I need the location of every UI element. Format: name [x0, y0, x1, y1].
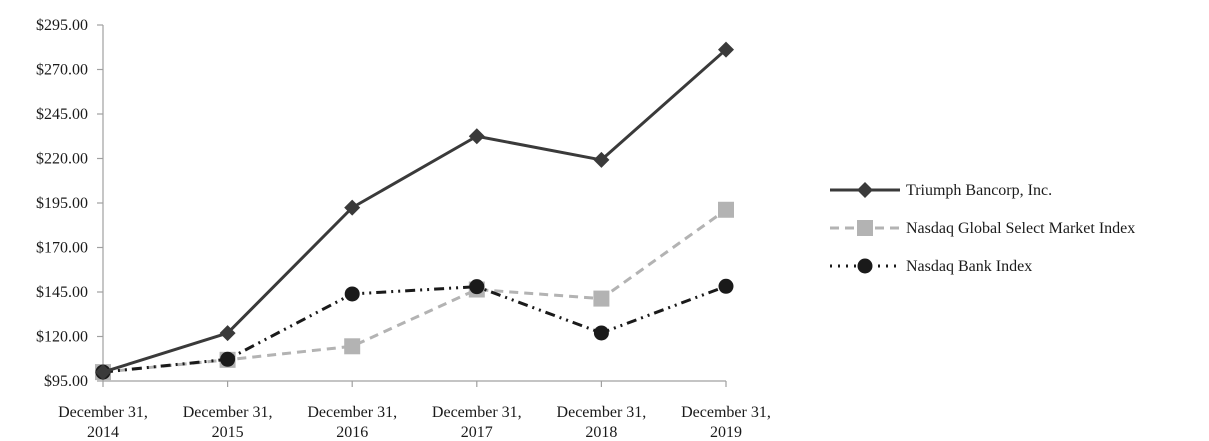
legend: Triumph Bancorp, Inc. Nasdaq Global Selec…: [830, 182, 1135, 275]
x-tick-label-line1: December 31,: [432, 404, 522, 421]
series-lines: [95, 41, 734, 381]
y-tick-label: $145.00: [36, 284, 88, 301]
y-tick-label: $220.00: [36, 151, 88, 168]
legend-marker: [857, 182, 873, 198]
data-point: [95, 364, 111, 381]
x-tick-label-line2: 2015: [212, 424, 244, 441]
y-tick-label: $120.00: [36, 329, 88, 346]
series-circle-group: [95, 278, 734, 380]
x-tick-label-line1: December 31,: [681, 404, 771, 421]
x-tick-label-line1: December 31,: [557, 404, 647, 421]
y-tick-label: $270.00: [36, 62, 88, 79]
legend-label: Nasdaq Global Select Market Index: [906, 220, 1135, 237]
y-tick-label: $245.00: [36, 106, 88, 123]
axes: $95.00 $120.00 $145.00 $170.00 $195.00 $220.0…: [36, 17, 771, 441]
series-line: [102, 48, 727, 374]
x-tick-label-line1: December 31,: [307, 404, 397, 421]
data-point: [468, 128, 485, 145]
x-tick-label-line1: December 31,: [58, 404, 148, 421]
data-point: [718, 201, 734, 218]
series-diamond-group: [95, 41, 734, 381]
y-tick-label: $295.00: [36, 17, 88, 34]
data-point: [219, 325, 236, 342]
series-line: [102, 208, 727, 374]
y-tick-label: $195.00: [36, 195, 88, 212]
data-point: [344, 286, 360, 302]
data-point: [344, 199, 361, 216]
x-tick-label-line2: 2019: [710, 424, 742, 441]
legend-label: Triumph Bancorp, Inc.: [906, 182, 1052, 199]
x-tick-label-line2: 2018: [585, 424, 617, 441]
y-tick-label: $170.00: [36, 240, 88, 257]
legend-marker: [857, 258, 873, 274]
series-line: [102, 284, 727, 374]
data-point: [220, 351, 236, 367]
data-point: [593, 151, 610, 168]
x-tick-label-line2: 2014: [87, 424, 119, 441]
x-tick-label-line1: December 31,: [183, 404, 273, 421]
x-tick-label-line2: 2017: [461, 424, 493, 441]
x-tick-label-line2: 2016: [336, 424, 368, 441]
legend-marker: [857, 220, 873, 236]
data-point: [344, 338, 361, 355]
data-point: [718, 278, 734, 294]
data-point: [469, 279, 485, 295]
data-point: [593, 290, 610, 307]
data-point: [593, 325, 609, 341]
data-point: [718, 41, 734, 58]
y-tick-label: $95.00: [44, 373, 88, 390]
legend-label: Nasdaq Bank Index: [906, 258, 1032, 275]
